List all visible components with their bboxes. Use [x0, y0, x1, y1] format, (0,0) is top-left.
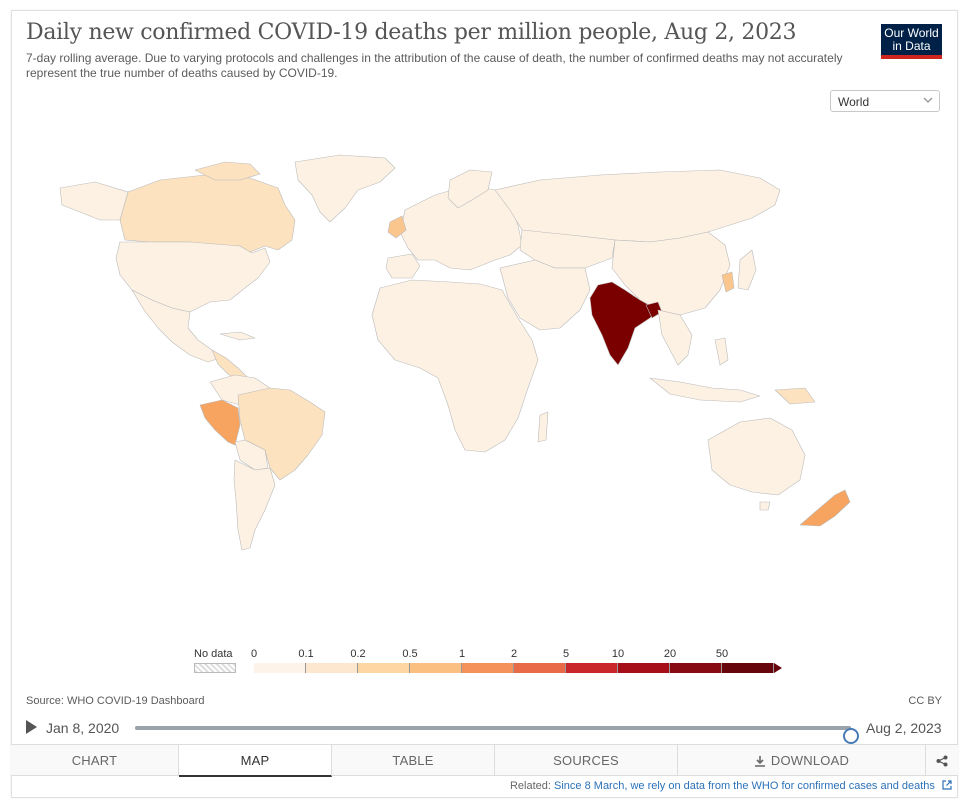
legend-bin-swatch: [306, 663, 358, 673]
country-usa[interactable]: [115, 241, 271, 313]
color-legend: No data 0 0.1 0.2 0.5 1 2 5 10 20 50: [190, 645, 790, 680]
tab-table[interactable]: TABLE: [332, 745, 495, 776]
share-button[interactable]: [926, 745, 958, 776]
legend-bin-label: 2: [510, 648, 518, 660]
legend-bin-label: 0.1: [298, 648, 314, 660]
country-usa-alaska[interactable]: [59, 181, 129, 221]
country-china[interactable]: [611, 231, 731, 316]
tab-sources-label: SOURCES: [553, 753, 619, 768]
country-philippines[interactable]: [714, 337, 729, 366]
legend-bin-swatch: [514, 663, 566, 673]
country-russia[interactable]: [494, 169, 781, 243]
related-prefix: Related:: [509, 780, 551, 792]
timeline-handle[interactable]: [843, 728, 859, 744]
country-japan[interactable]: [737, 249, 757, 291]
external-link-icon[interactable]: [942, 780, 952, 790]
region-indonesia[interactable]: [649, 377, 761, 403]
region-scandinavia[interactable]: [447, 169, 493, 209]
tab-chart-label: CHART: [71, 753, 118, 768]
legend-bin-swatch: [358, 663, 410, 673]
related-link[interactable]: Since 8 March, we rely on data from the …: [554, 780, 935, 792]
timeline-end-date[interactable]: Aug 2, 2023: [866, 720, 942, 736]
logo-line-1: Our World: [884, 26, 939, 40]
legend-bin-label: 0.5: [402, 648, 418, 660]
share-icon: [936, 755, 948, 766]
country-argentina[interactable]: [233, 459, 276, 551]
play-icon[interactable]: [26, 720, 37, 734]
timeline-fill: [135, 726, 851, 730]
country-south-korea[interactable]: [721, 271, 735, 293]
region-southeast-asia[interactable]: [657, 309, 693, 366]
country-india[interactable]: [589, 281, 659, 366]
legend-bin-swatch: [410, 663, 462, 673]
legend-bin-label: 5: [562, 648, 570, 660]
tab-download-label: DOWNLOAD: [770, 753, 850, 768]
tab-download[interactable]: DOWNLOAD: [678, 745, 926, 776]
legend-no-data-swatch: [194, 663, 236, 673]
download-icon: [754, 755, 765, 767]
legend-arrow-icon: [774, 663, 782, 673]
country-australia-tasmania[interactable]: [759, 501, 771, 511]
country-australia[interactable]: [707, 417, 806, 496]
country-canada[interactable]: [119, 174, 296, 253]
tab-sources[interactable]: SOURCES: [495, 745, 678, 776]
region-select[interactable]: World: [830, 90, 940, 112]
chart-title: Daily new confirmed COVID-19 deaths per …: [26, 20, 797, 45]
country-madagascar[interactable]: [537, 411, 549, 443]
legend-bin-label: 10: [611, 648, 625, 660]
country-new-zealand[interactable]: [799, 489, 851, 527]
legend-bin-label: 50: [715, 648, 729, 660]
tab-map-label: MAP: [240, 752, 270, 768]
chevron-down-icon: [923, 97, 933, 103]
legend-bin-label: 0.2: [350, 648, 366, 660]
owid-logo[interactable]: Our World in Data: [881, 24, 942, 59]
region-middle-east[interactable]: [499, 259, 591, 331]
legend-bin-swatch: [618, 663, 670, 673]
country-cuba[interactable]: [219, 331, 256, 341]
legend-bin-label: 0: [250, 648, 258, 660]
legend-bin-label: 1: [458, 648, 466, 660]
tab-map[interactable]: MAP: [179, 745, 332, 777]
legend-bin-swatch: [254, 663, 306, 673]
tab-bar: CHART MAP TABLE SOURCES DOWNLOAD: [11, 744, 958, 777]
legend-bin-swatch: [670, 663, 722, 673]
legend-no-data-label: No data: [194, 648, 233, 660]
region-select-value: World: [838, 95, 870, 109]
region-iberia[interactable]: [385, 253, 421, 279]
related-note: Related: Since 8 March, we rely on data …: [510, 780, 952, 792]
source-text[interactable]: Source: WHO COVID-19 Dashboard: [26, 695, 205, 707]
country-peru[interactable]: [199, 399, 241, 446]
timeline-track[interactable]: [135, 726, 859, 744]
timeline[interactable]: Jan 8, 2020 Aug 2, 2023: [22, 716, 952, 744]
legend-bin-label: 20: [663, 648, 677, 660]
timeline-start-date[interactable]: Jan 8, 2020: [46, 720, 120, 736]
country-uk[interactable]: [387, 215, 407, 239]
tab-table-label: TABLE: [392, 753, 434, 768]
world-map[interactable]: [40, 150, 940, 560]
region-africa[interactable]: [371, 279, 539, 453]
country-png[interactable]: [774, 387, 816, 405]
chart-subtitle: 7-day rolling average. Due to varying pr…: [26, 51, 843, 80]
tab-chart[interactable]: CHART: [11, 745, 179, 776]
country-canada-islands[interactable]: [194, 161, 261, 181]
license-text[interactable]: CC BY: [908, 695, 942, 707]
legend-bin-swatch: [722, 663, 774, 673]
country-greenland[interactable]: [294, 154, 396, 223]
legend-bin-swatch: [566, 663, 618, 673]
logo-line-2: in Data: [892, 39, 931, 53]
legend-bin-swatch: [462, 663, 514, 673]
